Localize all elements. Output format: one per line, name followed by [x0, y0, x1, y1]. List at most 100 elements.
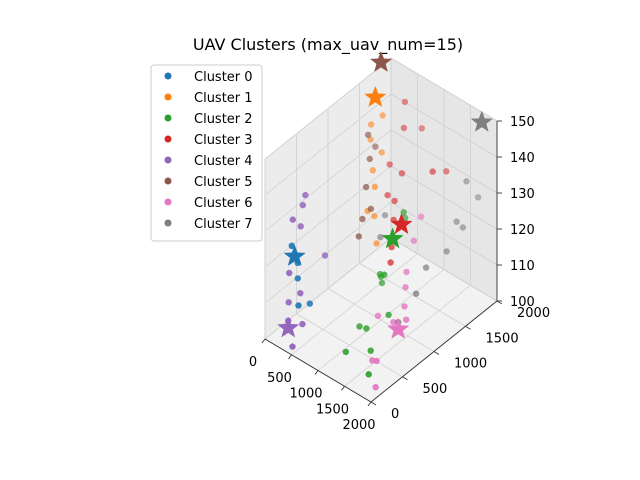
data-point-cluster-7	[443, 248, 450, 255]
data-point-cluster-2	[365, 371, 372, 378]
x-tick-label: 1000	[289, 387, 322, 402]
legend-marker	[164, 219, 172, 227]
data-point-cluster-4	[289, 343, 296, 350]
data-point-cluster-5	[372, 143, 379, 150]
y-tick	[496, 300, 503, 305]
grid-line-y	[296, 313, 403, 378]
data-point-cluster-1	[371, 212, 378, 220]
cluster-center-star-0	[283, 244, 306, 266]
z-tick-label: 110	[510, 259, 535, 274]
data-point-cluster-0	[288, 242, 295, 249]
cluster-center-star-7	[470, 110, 493, 132]
x-tick	[288, 354, 292, 360]
legend-label: Cluster 3	[194, 133, 253, 148]
data-point-cluster-3	[398, 170, 406, 177]
z-tick-label: 120	[510, 223, 535, 238]
x-tick	[314, 370, 319, 375]
cluster-center-star-1	[364, 85, 387, 107]
legend-marker	[164, 198, 172, 206]
data-point-cluster-2	[342, 348, 349, 356]
data-point-cluster-6	[369, 357, 376, 364]
data-point-cluster-7	[474, 194, 482, 201]
data-point-cluster-4	[285, 299, 292, 306]
data-point-cluster-1	[369, 167, 376, 174]
data-point-cluster-3	[429, 168, 436, 175]
legend-label: Cluster 1	[194, 91, 253, 106]
cluster-center-star-3	[390, 212, 413, 235]
y-tick-label: 0	[391, 407, 399, 422]
data-point-cluster-6	[402, 284, 409, 291]
data-point-cluster-3	[391, 197, 398, 205]
data-point-cluster-2	[381, 271, 388, 278]
grid-line-z	[264, 201, 392, 304]
grid-line-z	[390, 201, 498, 266]
data-point-cluster-3	[443, 168, 450, 175]
legend-label: Cluster 0	[194, 70, 253, 85]
x-tick-label: 500	[267, 371, 292, 386]
data-point-cluster-1	[378, 149, 385, 156]
data-point-cluster-3	[384, 192, 391, 199]
data-point-cluster-3	[401, 98, 409, 106]
data-point-cluster-0	[294, 275, 301, 282]
grid-line-y	[327, 288, 435, 352]
data-point-cluster-6	[401, 303, 408, 310]
legend-marker	[164, 93, 172, 101]
legend-marker	[164, 114, 172, 122]
data-point-cluster-5	[366, 155, 373, 163]
data-point-cluster-1	[373, 240, 380, 247]
grid-line-z	[390, 237, 498, 302]
data-point-cluster-7	[412, 290, 420, 297]
legend-marker	[164, 177, 172, 185]
data-point-cluster-4	[289, 216, 296, 223]
data-point-cluster-6	[372, 384, 379, 391]
z-tick-label: 140	[510, 151, 535, 166]
cluster-center-star-4	[277, 316, 300, 338]
legend-label: Cluster 2	[194, 112, 253, 127]
data-point-cluster-1	[379, 112, 386, 119]
legend-label: Cluster 6	[194, 196, 253, 211]
legend-label: Cluster 7	[194, 217, 253, 232]
data-point-cluster-1	[371, 183, 379, 190]
cluster-center-star-6	[387, 317, 410, 339]
data-point-cluster-4	[299, 320, 306, 328]
tick-marks: 0500100015002000050010001500200010011012…	[249, 115, 550, 433]
grid-line-z	[264, 129, 392, 232]
data-point-cluster-4	[302, 191, 309, 199]
y-tick-label: 2000	[517, 306, 550, 321]
grid-line-z	[390, 93, 498, 158]
legend: Cluster 0 Cluster 1 Cluster 2 Cluster 3 Clus…	[150, 64, 263, 242]
grid-line-z	[264, 57, 392, 160]
data-point-cluster-2	[385, 311, 392, 319]
legend-box	[150, 64, 263, 242]
x-tick-label: 2000	[342, 418, 375, 433]
data-point-cluster-5	[362, 183, 370, 191]
data-point-cluster-7	[453, 218, 460, 225]
data-point-cluster-6	[374, 312, 382, 319]
x-tick-label: 1500	[316, 402, 349, 417]
data-point-cluster-6	[410, 237, 417, 244]
data-point-cluster-2	[378, 279, 386, 287]
legend-label: Cluster 4	[194, 154, 253, 169]
cluster-center-star-2	[381, 227, 404, 249]
data-point-cluster-6	[403, 316, 410, 323]
legend-marker	[164, 72, 172, 80]
data-point-cluster-3	[400, 124, 408, 132]
data-point-cluster-7	[381, 212, 389, 219]
data-point-cluster-7	[422, 264, 430, 271]
data-point-cluster-4	[297, 223, 304, 230]
data-point-cluster-6	[417, 213, 425, 220]
data-points	[285, 98, 482, 391]
data-point-cluster-5	[355, 233, 362, 240]
data-point-cluster-2	[363, 325, 370, 332]
data-point-cluster-5	[359, 215, 366, 223]
z-tick-label: 100	[510, 295, 535, 310]
data-point-cluster-0	[306, 300, 313, 307]
y-tick-label: 500	[423, 382, 448, 397]
z-tick-label: 150	[510, 115, 535, 130]
grid-line-z	[390, 129, 498, 194]
data-point-cluster-7	[459, 224, 467, 231]
data-point-cluster-2	[356, 323, 363, 330]
y-tick-label: 1000	[454, 357, 487, 372]
legend-label: Cluster 5	[194, 175, 253, 190]
